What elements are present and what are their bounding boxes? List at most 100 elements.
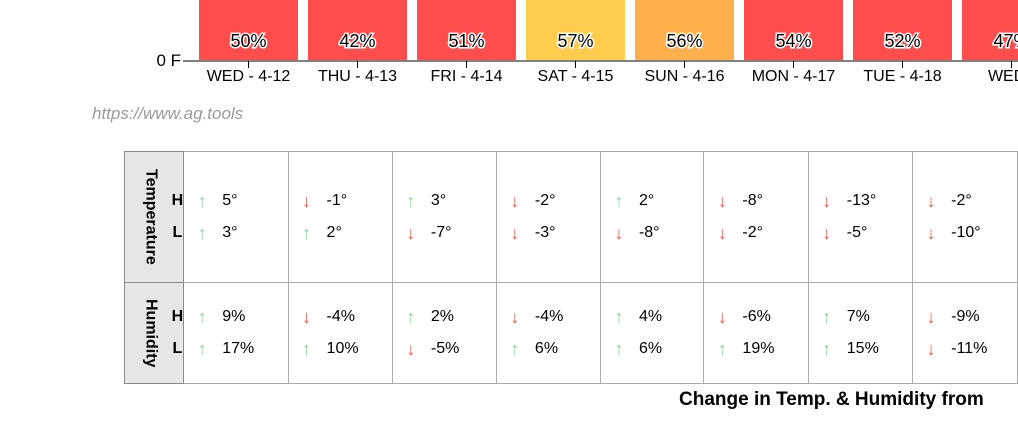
temperature-low-value: -2°: [742, 224, 764, 241]
temperature-low-value: 2°: [326, 224, 342, 241]
temperature-high-line: ↓ -2°: [497, 185, 600, 217]
arrow-up-icon: ↑: [302, 338, 312, 359]
temperature-low-line: ↑ 3°: [184, 217, 287, 249]
temperature-low-line: ↓ -3°: [497, 217, 600, 249]
arrow-up-icon: ↑: [406, 190, 416, 211]
arrow-down-icon: ↓: [510, 190, 520, 211]
temperature-high-line: ↓ -2°: [913, 185, 1017, 217]
x-tick-label: WED -: [988, 68, 1018, 85]
temp-high-label: H: [171, 191, 184, 209]
arrow-down-icon: ↓: [926, 222, 936, 243]
temperature-low-line: ↓ -7°: [393, 217, 496, 249]
x-tick-label: SAT - 4-15: [538, 68, 614, 85]
arrow-down-icon: ↓: [302, 306, 312, 327]
x-tick-label: TUE - 4-18: [863, 68, 941, 85]
temperature-day-cell: ↓ -8° ↓ -2°: [703, 151, 809, 283]
humidity-low-value: 10%: [326, 340, 359, 357]
temperature-low-value: -7°: [430, 224, 452, 241]
temperature-high-value: -8°: [742, 192, 764, 209]
arrow-down-icon: ↓: [614, 222, 624, 243]
bar-data-label: 54%: [775, 31, 811, 51]
bar: [526, 0, 625, 60]
humidity-high-line: ↑ 9%: [184, 301, 287, 333]
humidity-day-cell: ↓ -4% ↑ 6%: [495, 282, 601, 384]
temperature-low-value: -3°: [534, 224, 556, 241]
temperature-low-line: ↓ -10°: [913, 217, 1017, 249]
bar: [417, 0, 516, 60]
temperature-high-value: -13°: [846, 192, 877, 209]
humidity-day-cell: ↑ 7% ↑ 15%: [807, 282, 914, 384]
x-tick-label: WED - 4-12: [207, 68, 291, 85]
temperature-row: Temperature H L ↑ 5° ↑ 3° ↓ -1° ↑ 2° ↑ 3° ↓ -7° ↓ -2°…: [123, 151, 1018, 283]
humidity-label: Humidity: [142, 298, 160, 368]
humidity-high-line: ↓ -4%: [497, 301, 600, 333]
humidity-day-cell: ↓ -4% ↑ 10%: [287, 282, 393, 384]
temperature-low-value: 3°: [222, 224, 238, 241]
bar-data-label: 52%: [884, 31, 920, 51]
temperature-low-line: ↑ 2°: [289, 217, 392, 249]
temperature-day-cell: ↓ -1° ↑ 2°: [287, 151, 393, 283]
temperature-day-cell: ↓ -2° ↓ -10°: [912, 151, 1018, 283]
bar-data-label: 51%: [448, 31, 484, 51]
humidity-high-value: -4%: [534, 308, 564, 325]
bar: [308, 0, 407, 61]
temperature-high-value: 5°: [222, 192, 238, 209]
temperature-low-line: ↓ -5°: [809, 217, 912, 249]
humidity-low-value: 6%: [638, 340, 663, 357]
change-table: Temperature H L ↑ 5° ↑ 3° ↓ -1° ↑ 2° ↑ 3° ↓ -7° ↓ -2°…: [123, 151, 1018, 384]
temperature-day-cell: ↑ 5° ↑ 3°: [183, 151, 289, 283]
arrow-up-icon: ↑: [614, 338, 624, 359]
bar-chart: 50% 42% 51% 57% 56% 54% 52% 47% 0 F WED - 4-12 T…: [156, 0, 1018, 87]
temperature-high-value: 2°: [638, 192, 655, 209]
arrow-down-icon: ↓: [926, 306, 936, 327]
temperature-label: Temperature: [142, 169, 160, 265]
humidity-high-value: -9%: [951, 308, 980, 325]
temperature-high-line: ↓ -1°: [289, 185, 392, 217]
humidity-high-value: 2%: [430, 308, 455, 325]
x-tick-label: FRI - 4-14: [430, 68, 502, 85]
arrow-down-icon: ↓: [406, 338, 416, 359]
temperature-day-cell: ↑ 3° ↓ -7°: [391, 151, 497, 283]
humidity-low-line: ↑ 6%: [497, 333, 600, 365]
source-link[interactable]: https://www.ag.tools: [92, 104, 244, 123]
humidity-low-line: ↓ -5%: [393, 333, 496, 365]
humidity-group-label: Humidity H L: [123, 282, 185, 384]
bar: [744, 0, 843, 61]
arrow-up-icon: ↑: [822, 338, 832, 359]
temperature-day-cell: ↓ -13° ↓ -5°: [807, 151, 914, 283]
x-tick-label: SUN - 4-16: [644, 68, 724, 85]
bar-data-label: 50%: [230, 31, 266, 51]
arrow-down-icon: ↓: [406, 222, 416, 243]
humidity-low-line: ↑ 17%: [184, 333, 287, 365]
arrow-up-icon: ↑: [197, 222, 207, 243]
temperature-high-line: ↑ 5°: [184, 185, 287, 217]
arrow-down-icon: ↓: [510, 222, 520, 243]
humidity-high-line: ↑ 7%: [809, 301, 912, 333]
arrow-down-icon: ↓: [822, 190, 832, 211]
humidity-low-line: ↑ 19%: [704, 333, 807, 365]
temperature-high-value: 3°: [430, 192, 447, 209]
arrow-up-icon: ↑: [197, 190, 207, 211]
temperature-low-line: ↓ -8°: [601, 217, 703, 249]
humidity-high-line: ↑ 4%: [601, 301, 703, 333]
arrow-up-icon: ↑: [510, 338, 520, 359]
humidity-low-value: 15%: [846, 340, 879, 357]
humidity-low-value: 6%: [534, 340, 559, 357]
arrow-up-icon: ↑: [822, 306, 832, 327]
humidity-high-value: 7%: [846, 308, 870, 325]
arrow-down-icon: ↓: [510, 306, 520, 327]
bars-layer: 50% 42% 51% 57% 56% 54% 52% 47%: [199, 0, 1018, 61]
arrow-up-icon: ↑: [302, 222, 312, 243]
humidity-day-cell: ↑ 4% ↑ 6%: [599, 282, 705, 384]
temperature-high-line: ↑ 2°: [601, 185, 703, 217]
bar-data-label: 56%: [666, 31, 702, 51]
humidity-row: Humidity H L ↑ 9% ↑ 17% ↓ -4% ↑ 10% ↑ 2% ↓ -5% ↓ -4% ↑…: [123, 282, 1018, 384]
hum-low-label: L: [172, 339, 183, 357]
humidity-high-value: -4%: [326, 308, 355, 325]
temperature-high-value: -1°: [326, 192, 348, 209]
arrow-up-icon: ↑: [406, 306, 416, 327]
humidity-high-line: ↓ -9%: [913, 301, 1017, 333]
humidity-day-cell: ↓ -9% ↓ -11%: [912, 282, 1018, 384]
humidity-low-line: ↓ -11%: [913, 333, 1017, 365]
